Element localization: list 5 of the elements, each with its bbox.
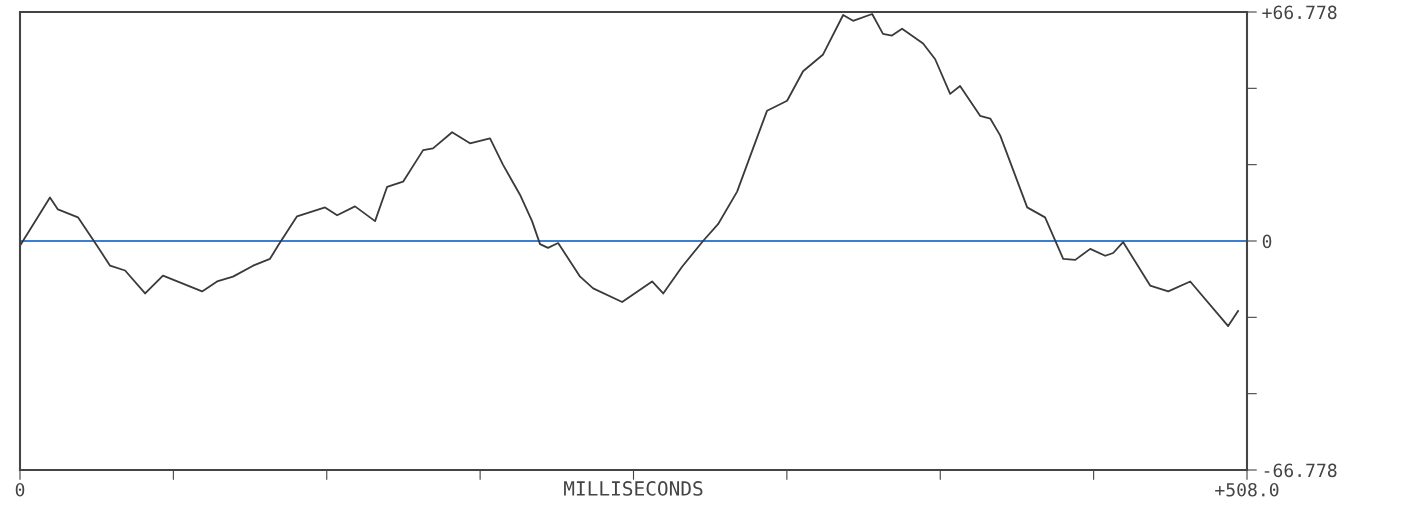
y-tick-label: -66.778: [1264, 463, 1337, 478]
y-tick-label: +66.778: [1262, 5, 1337, 20]
x-tick-label: +508.0: [1215, 482, 1279, 497]
y-tick-label: 0: [1262, 234, 1272, 249]
x-axis-title: MILLISECONDS: [564, 481, 703, 496]
